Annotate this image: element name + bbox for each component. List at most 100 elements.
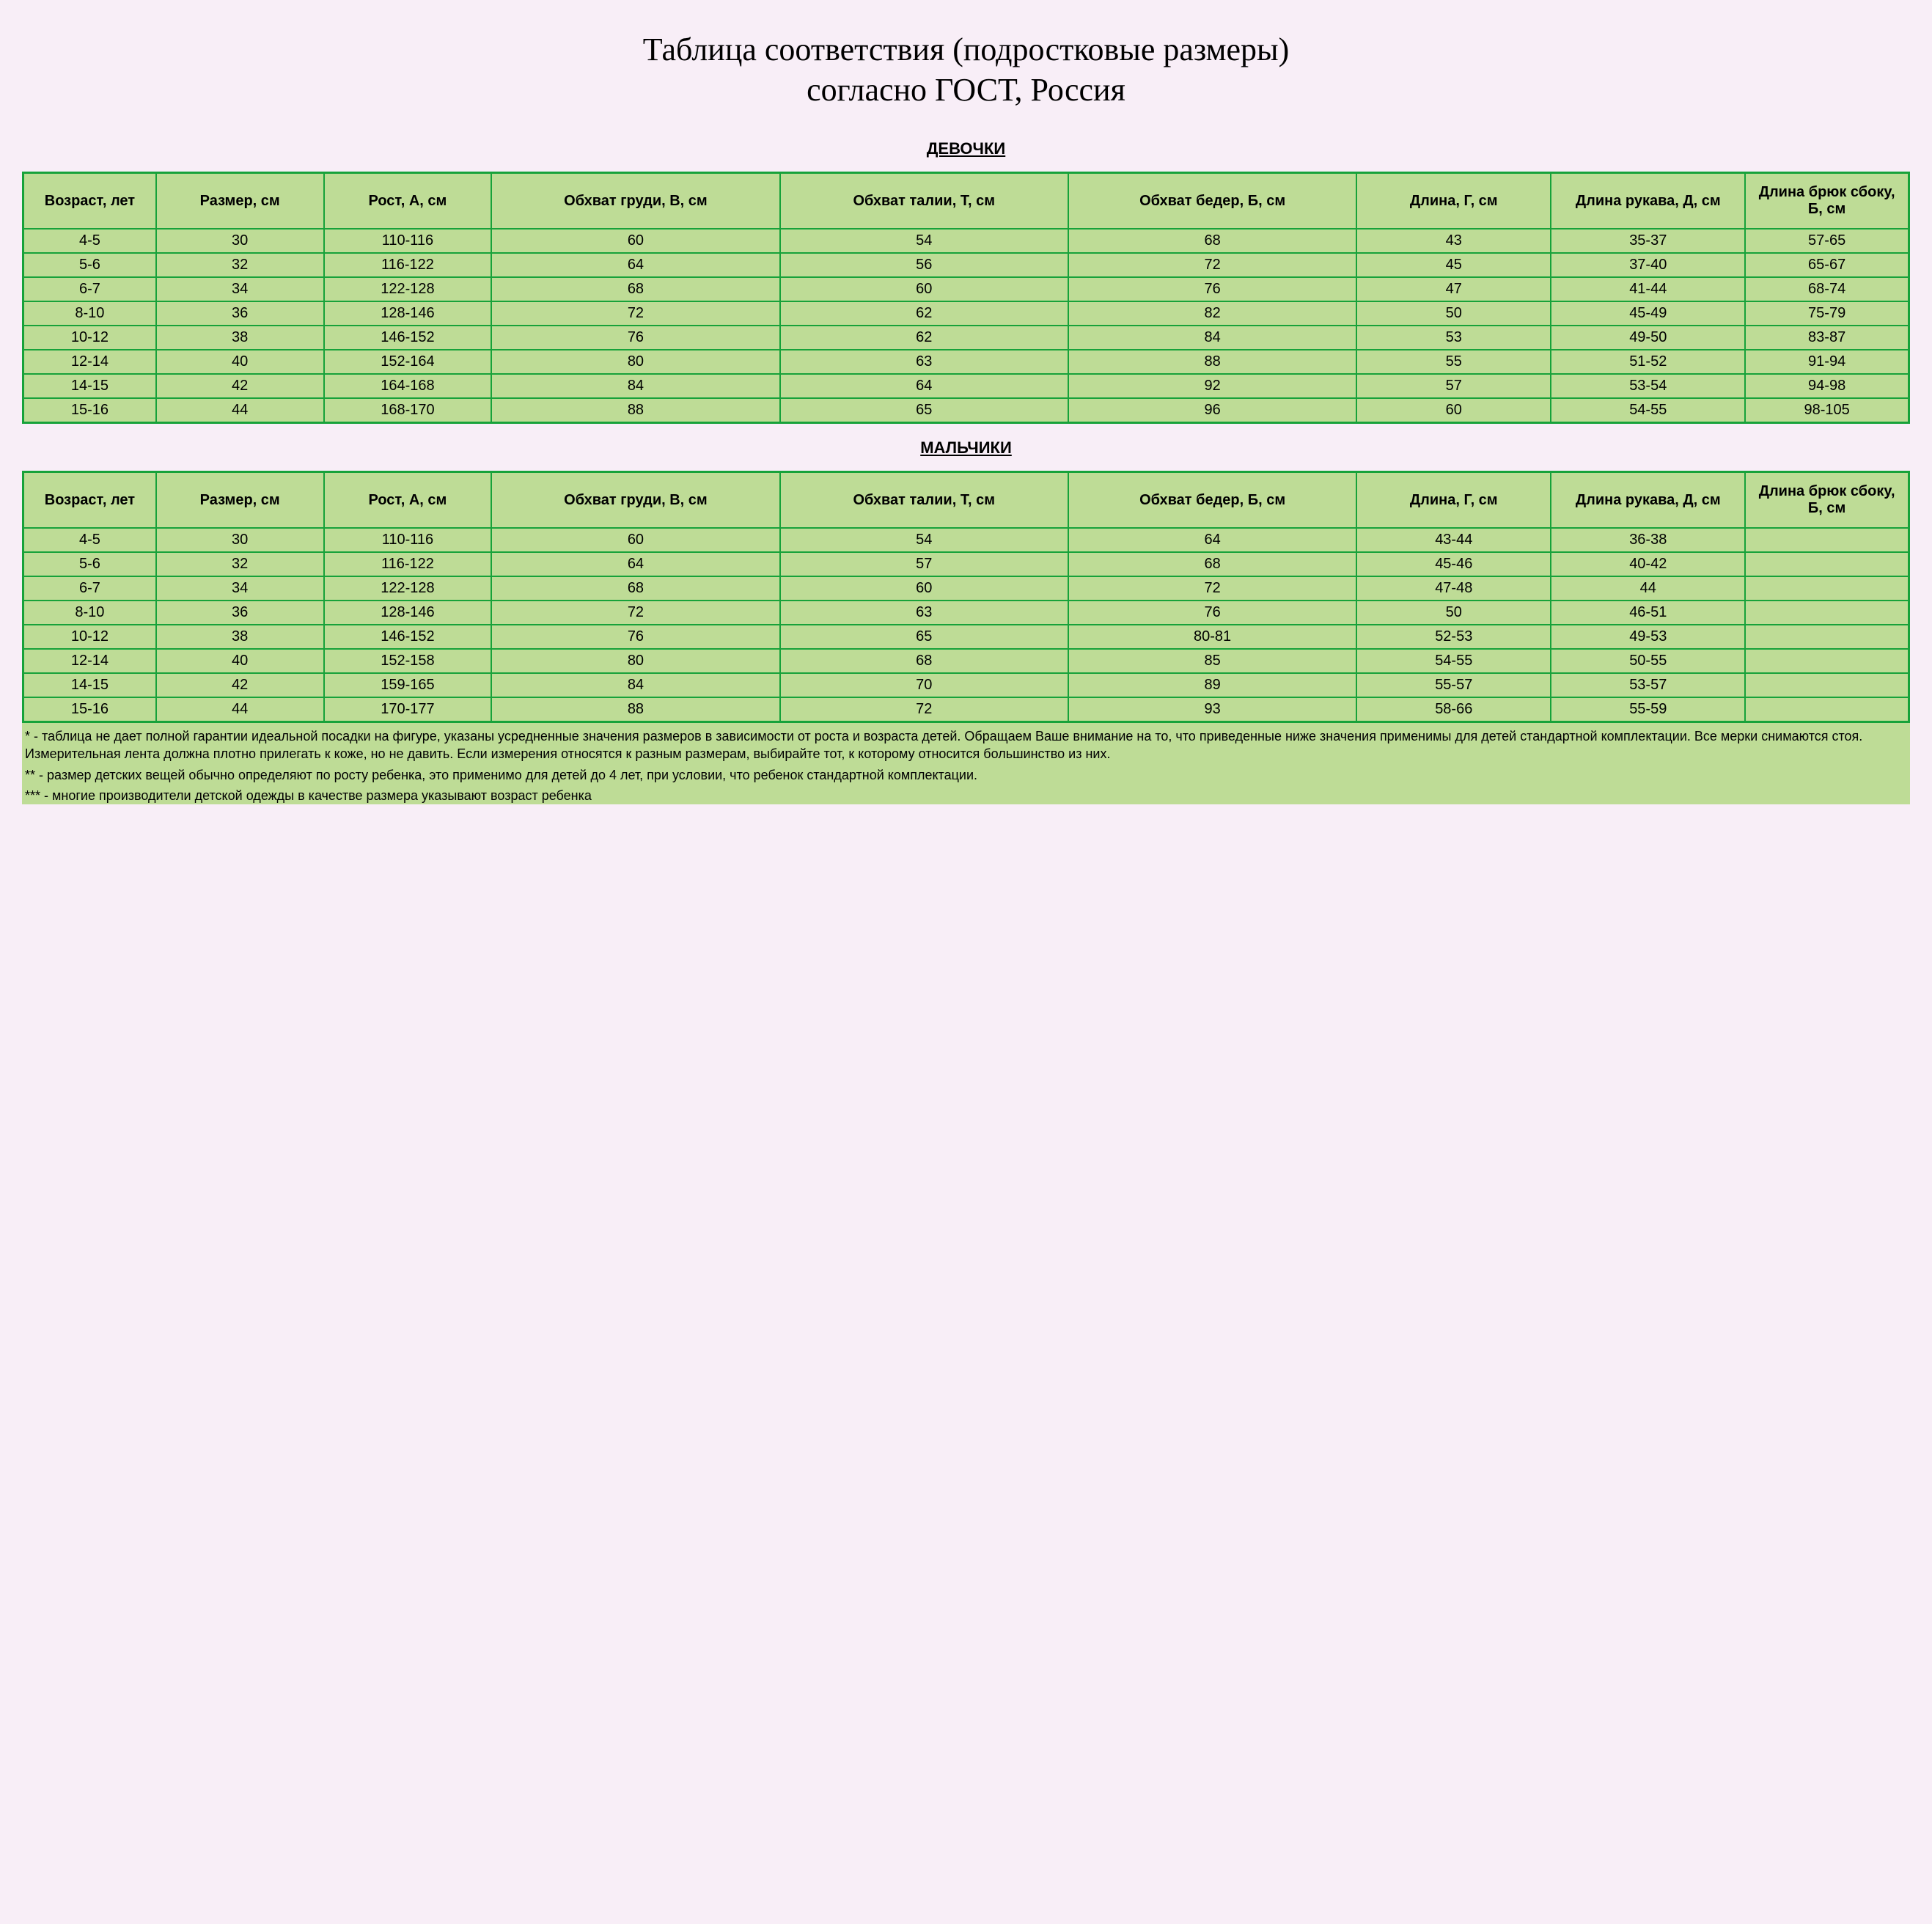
boys-cell: 36-38 (1551, 528, 1745, 552)
girls-row: 12-1440152-1648063885551-5291-94 (23, 350, 1909, 374)
boys-cell: 54 (780, 528, 1068, 552)
footnotes-block: * - таблица не дает полной гарантии идеа… (22, 723, 1910, 804)
boys-cell: 55-59 (1551, 697, 1745, 722)
girls-cell: 43 (1356, 229, 1551, 253)
boys-row: 6-734122-12868607247-4844 (23, 576, 1909, 601)
boys-cell: 6-7 (23, 576, 156, 601)
girls-cell: 54 (780, 229, 1068, 253)
footnote-line: * - таблица не дает полной гарантии идеа… (25, 727, 1907, 763)
boys-row: 8-1036128-1467263765046-51 (23, 601, 1909, 625)
boys-cell: 110-116 (324, 528, 492, 552)
girls-cell: 42 (156, 374, 324, 398)
footnote-text: - многие производители детской одежды в … (40, 788, 592, 803)
girls-header-row: Возраст, летРазмер, смРост, А, смОбхват … (23, 173, 1909, 230)
girls-cell: 4-5 (23, 229, 156, 253)
boys-cell: 88 (491, 697, 779, 722)
girls-cell: 8-10 (23, 301, 156, 326)
boys-cell: 40-42 (1551, 552, 1745, 576)
girls-cell: 10-12 (23, 326, 156, 350)
boys-cell: 80 (491, 649, 779, 673)
girls-header-cell: Длина, Г, см (1356, 173, 1551, 230)
girls-header-cell: Длина рукава, Д, см (1551, 173, 1745, 230)
girls-table: Возраст, летРазмер, смРост, А, смОбхват … (22, 172, 1910, 424)
girls-cell: 14-15 (23, 374, 156, 398)
boys-cell: 4-5 (23, 528, 156, 552)
boys-cell: 5-6 (23, 552, 156, 576)
boys-cell: 70 (780, 673, 1068, 697)
boys-cell: 10-12 (23, 625, 156, 649)
boys-cell (1745, 601, 1909, 625)
girls-cell: 116-122 (324, 253, 492, 277)
boys-cell: 43-44 (1356, 528, 1551, 552)
girls-cell: 76 (1068, 277, 1356, 301)
girls-cell: 38 (156, 326, 324, 350)
girls-cell: 84 (1068, 326, 1356, 350)
girls-row: 4-530110-1166054684335-3757-65 (23, 229, 1909, 253)
boys-header-row: Возраст, летРазмер, смРост, А, смОбхват … (23, 472, 1909, 529)
boys-row: 12-1440152-15880688554-5550-55 (23, 649, 1909, 673)
boys-cell: 55-57 (1356, 673, 1551, 697)
girls-cell: 80 (491, 350, 779, 374)
boys-cell: 72 (491, 601, 779, 625)
boys-cell: 64 (1068, 528, 1356, 552)
girls-cell: 30 (156, 229, 324, 253)
girls-cell: 45-49 (1551, 301, 1745, 326)
title-line-2: согласно ГОСТ, Россия (807, 72, 1125, 108)
boys-cell: 32 (156, 552, 324, 576)
boys-cell: 84 (491, 673, 779, 697)
boys-cell: 85 (1068, 649, 1356, 673)
girls-cell: 53-54 (1551, 374, 1745, 398)
girls-cell: 57 (1356, 374, 1551, 398)
girls-cell: 98-105 (1745, 398, 1909, 423)
boys-cell: 58-66 (1356, 697, 1551, 722)
girls-cell: 65-67 (1745, 253, 1909, 277)
boys-cell: 72 (1068, 576, 1356, 601)
girls-cell: 83-87 (1745, 326, 1909, 350)
boys-cell: 47-48 (1356, 576, 1551, 601)
boys-cell: 128-146 (324, 601, 492, 625)
boys-cell: 76 (1068, 601, 1356, 625)
girls-cell: 44 (156, 398, 324, 423)
girls-cell: 88 (491, 398, 779, 423)
girls-cell: 68 (1068, 229, 1356, 253)
girls-header-cell: Размер, см (156, 173, 324, 230)
girls-cell: 63 (780, 350, 1068, 374)
girls-cell: 84 (491, 374, 779, 398)
boys-cell: 45-46 (1356, 552, 1551, 576)
boys-cell: 63 (780, 601, 1068, 625)
boys-cell: 34 (156, 576, 324, 601)
boys-header-cell: Обхват груди, В, см (491, 472, 779, 529)
boys-row: 4-530110-11660546443-4436-38 (23, 528, 1909, 552)
girls-cell: 6-7 (23, 277, 156, 301)
girls-cell: 92 (1068, 374, 1356, 398)
boys-cell: 80-81 (1068, 625, 1356, 649)
girls-cell: 146-152 (324, 326, 492, 350)
girls-cell: 75-79 (1745, 301, 1909, 326)
girls-cell: 50 (1356, 301, 1551, 326)
girls-cell: 32 (156, 253, 324, 277)
boys-cell: 50-55 (1551, 649, 1745, 673)
girls-cell: 35-37 (1551, 229, 1745, 253)
footnote-line: *** - многие производители детской одежд… (25, 787, 1907, 804)
girls-cell: 60 (1356, 398, 1551, 423)
boys-table: Возраст, летРазмер, смРост, А, смОбхват … (22, 471, 1910, 723)
boys-row: 10-1238146-152766580-8152-5349-53 (23, 625, 1909, 649)
boys-cell (1745, 625, 1909, 649)
girls-row: 8-1036128-1467262825045-4975-79 (23, 301, 1909, 326)
boys-cell: 68 (491, 576, 779, 601)
boys-cell: 68 (1068, 552, 1356, 576)
boys-cell: 93 (1068, 697, 1356, 722)
boys-cell: 36 (156, 601, 324, 625)
girls-cell: 68 (491, 277, 779, 301)
boys-header-cell: Обхват бедер, Б, см (1068, 472, 1356, 529)
girls-cell: 82 (1068, 301, 1356, 326)
girls-cell: 47 (1356, 277, 1551, 301)
boys-header-cell: Рост, А, см (324, 472, 492, 529)
girls-cell: 55 (1356, 350, 1551, 374)
girls-cell: 62 (780, 326, 1068, 350)
girls-cell: 53 (1356, 326, 1551, 350)
girls-row: 14-1542164-1688464925753-5494-98 (23, 374, 1909, 398)
footnote-text: - таблица не дает полной гарантии идеаль… (25, 729, 1862, 761)
boys-cell: 54-55 (1356, 649, 1551, 673)
girls-header-cell: Обхват талии, Т, см (780, 173, 1068, 230)
